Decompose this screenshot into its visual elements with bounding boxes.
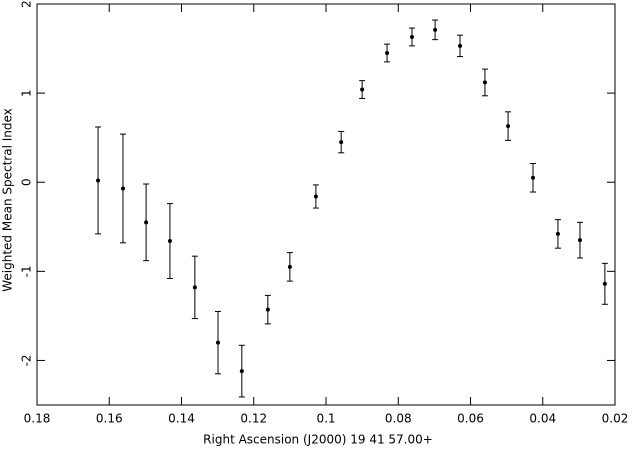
data-point [458,43,463,48]
x-tick-label: 0.16 [96,412,123,426]
x-tick-label: 0.02 [602,412,629,426]
data-point [313,194,318,199]
y-tick-label: -2 [20,354,34,366]
x-tick-label: 0.14 [168,412,195,426]
x-tick-label: 0.18 [24,412,51,426]
data-point [265,307,270,312]
data-point [530,175,535,180]
data-point [433,27,438,32]
y-tick-label: 2 [20,0,34,8]
x-tick-label: 0.08 [385,412,412,426]
x-tick-label: 0.1 [316,412,335,426]
data-point [287,264,292,269]
data-point [555,231,560,236]
y-tick-label: 0 [20,178,34,186]
x-tick-label: 0.04 [529,412,556,426]
data-point [120,186,125,191]
x-tick-label: 0.06 [457,412,484,426]
data-point [482,80,487,85]
data-point [215,340,220,345]
data-point [192,285,197,290]
x-axis-label: Right Ascension (J2000) 19 41 57.00+ [203,433,433,447]
y-tick-label: 1 [20,89,34,97]
y-tick-label: -1 [20,265,34,277]
data-point [577,238,582,243]
data-point [385,51,390,56]
data-point [96,178,101,183]
data-point [360,87,365,92]
data-point [339,140,344,145]
data-point [602,281,607,286]
data-point [167,239,172,244]
data-point [239,369,244,374]
y-axis-label: Weighted Mean Spectral Index [1,108,15,292]
data-point [409,34,414,39]
x-tick-label: 0.12 [240,412,267,426]
plot-frame [36,3,616,406]
data-point [506,124,511,129]
data-point [144,220,149,225]
